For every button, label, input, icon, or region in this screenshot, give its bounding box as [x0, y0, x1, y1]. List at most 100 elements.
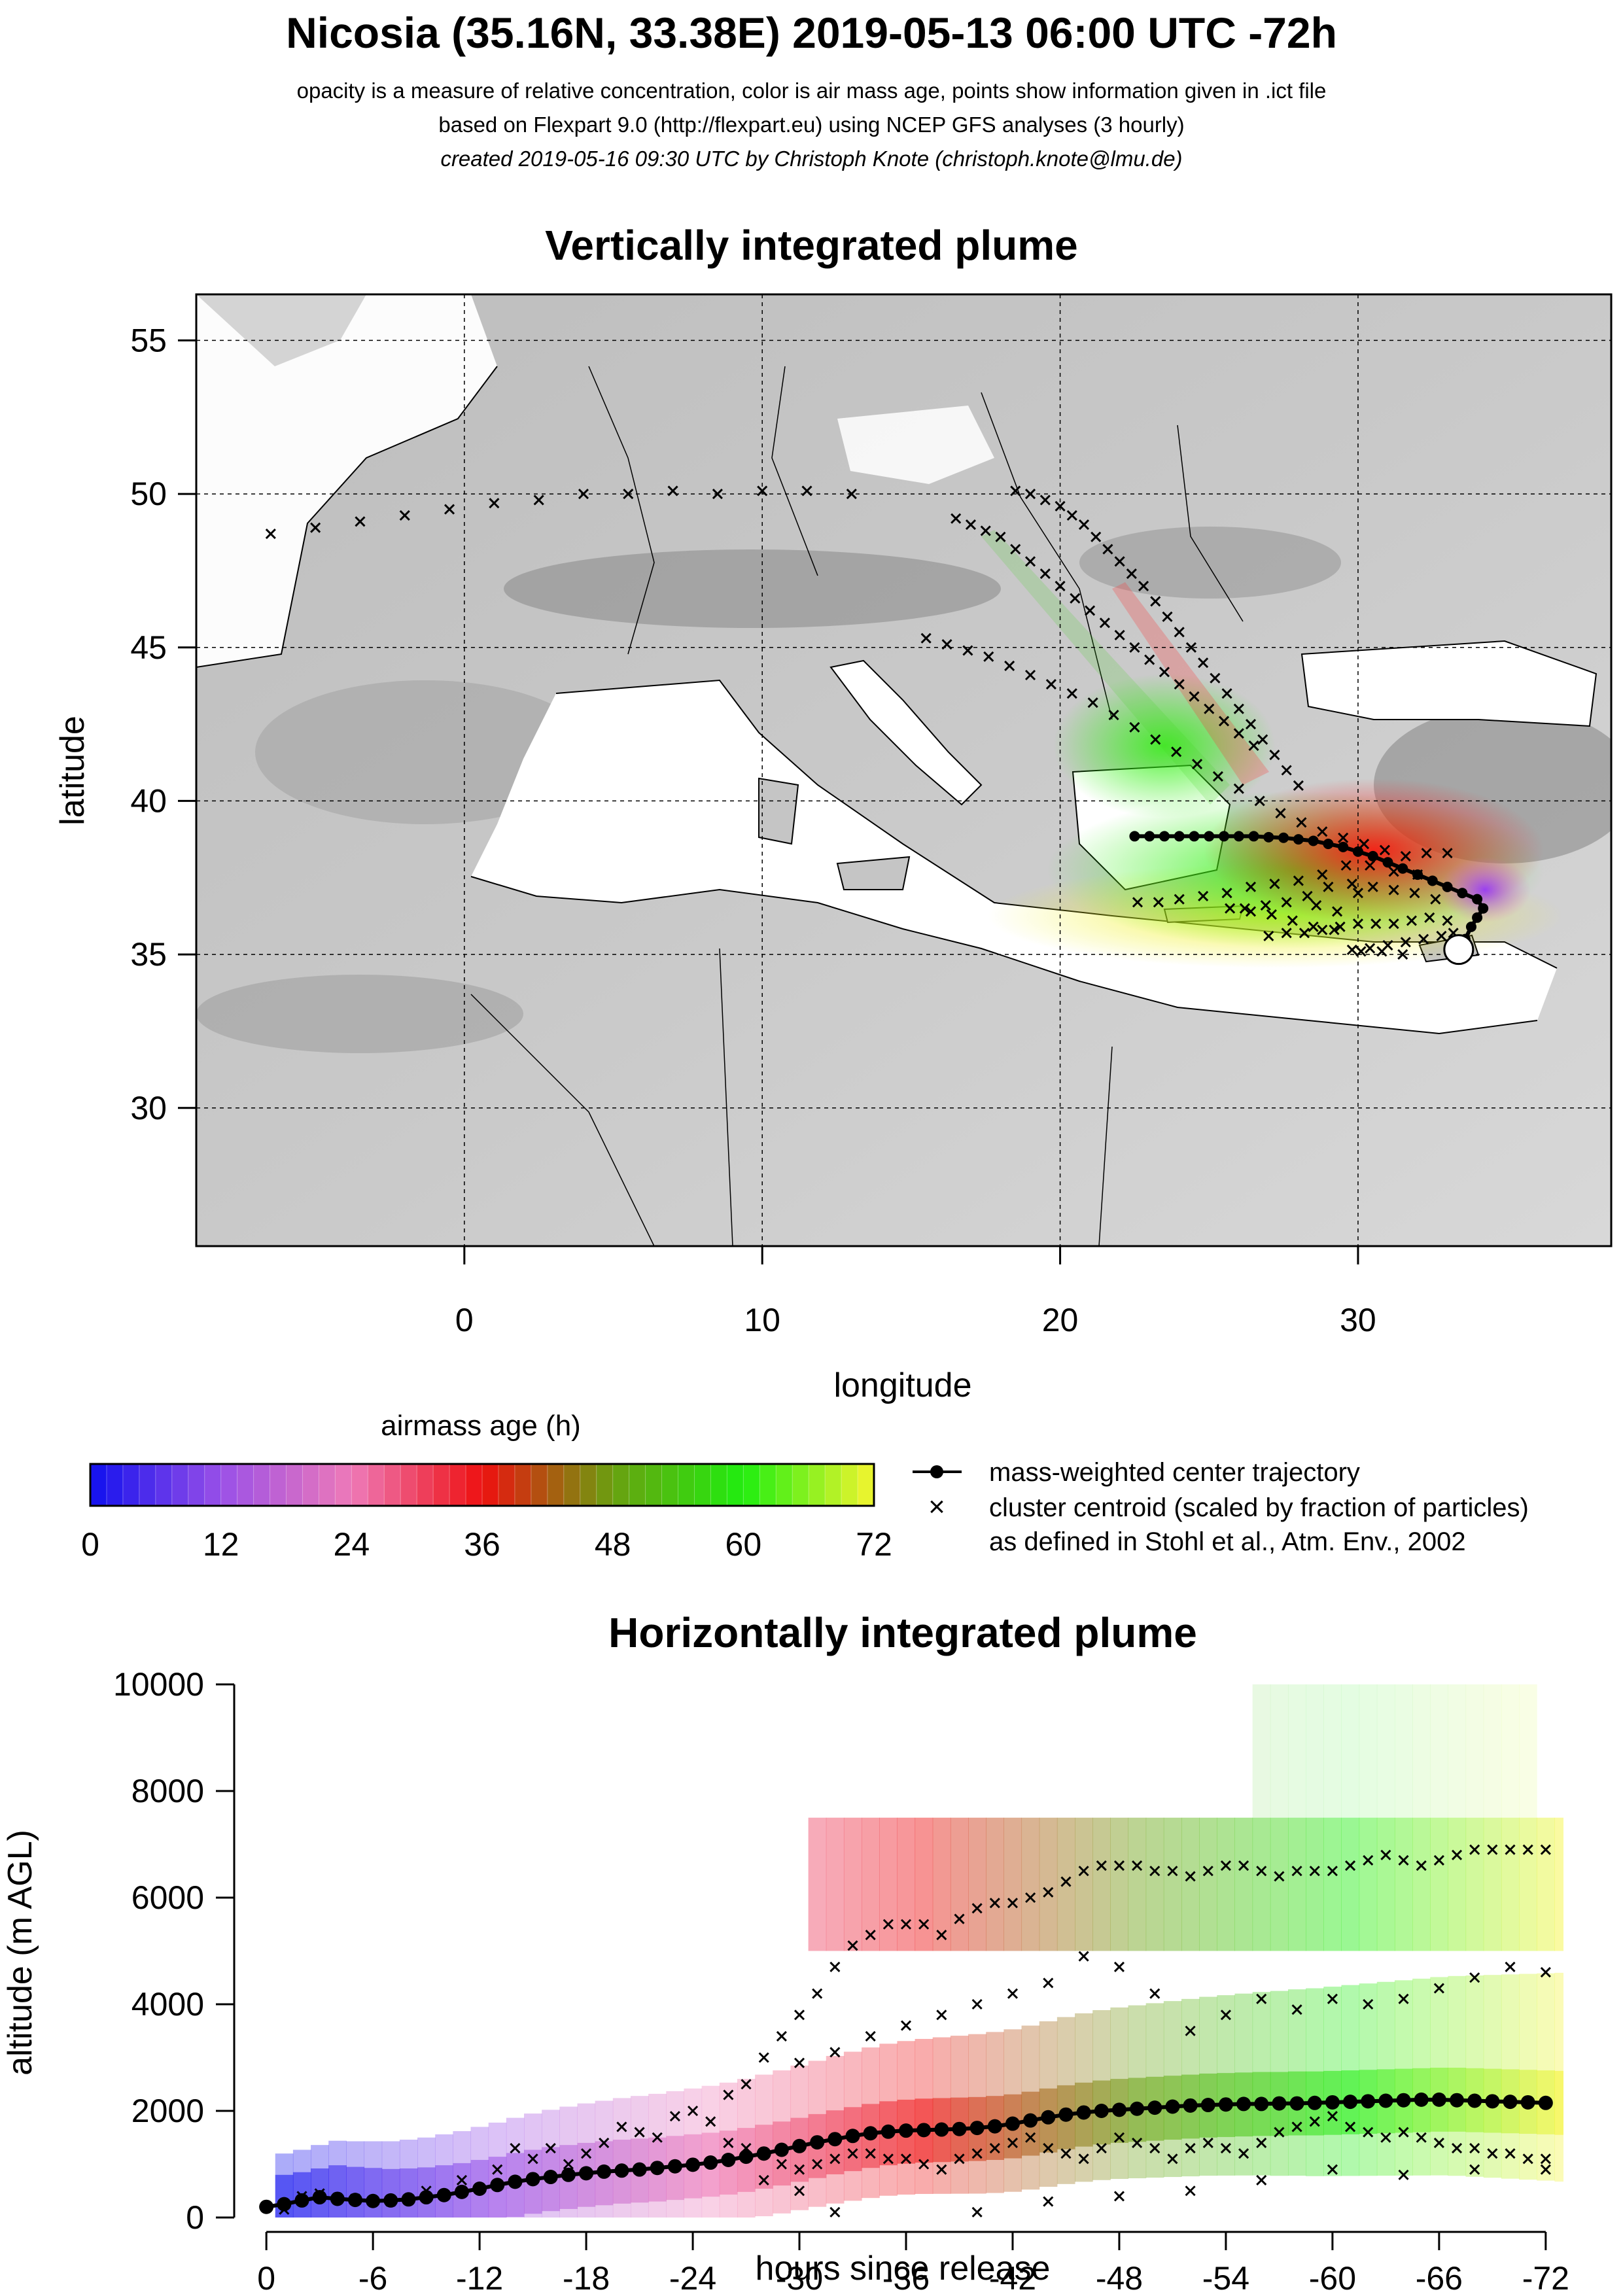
colorbar-segment — [563, 1463, 581, 1506]
colorbar-segment — [792, 1463, 810, 1506]
map-cluster-marker — [1346, 878, 1357, 890]
altitude-trajectory-point — [1485, 2094, 1500, 2109]
altitude-cluster-marker — [865, 2148, 876, 2159]
altitude-cluster-marker — [563, 2159, 574, 2170]
map-cluster-marker — [1221, 688, 1232, 699]
colorbar-segment — [629, 1463, 646, 1506]
map-x-tick-label: 0 — [455, 1302, 474, 1338]
colorbar-segment — [270, 1463, 287, 1506]
altitude-cluster-marker — [1487, 1844, 1498, 1855]
altitude-trajectory-point — [561, 2167, 576, 2182]
map-y-axis-label: latitude — [54, 716, 92, 826]
map-cluster-marker — [1311, 899, 1322, 911]
map-cluster-marker — [920, 633, 932, 644]
main-title: Nicosia (35.16N, 33.38E) 2019-05-13 06:0… — [286, 9, 1337, 57]
altitude-y-tick-label: 0 — [186, 2199, 204, 2236]
subtitle-credit: created 2019-05-16 09:30 UTC by Christop… — [440, 147, 1183, 171]
altitude-cluster-marker — [1220, 2142, 1231, 2154]
map-cluster-marker — [1400, 850, 1411, 861]
map-trajectory-point — [1382, 857, 1393, 868]
altitude-cluster-marker — [1540, 2164, 1551, 2175]
altitude-cluster-marker — [1433, 1983, 1444, 1994]
map-cluster-marker — [1263, 930, 1274, 942]
map-center-trajectory — [1129, 831, 1489, 955]
legend-line-label: mass-weighted center trajectory — [989, 1458, 1360, 1487]
map-cluster-marker — [1129, 642, 1140, 653]
map-cluster-marker — [1132, 897, 1143, 908]
map-cluster-marker — [310, 522, 321, 533]
map-cluster-marker — [1066, 688, 1077, 699]
altitude-plume-upper — [1092, 1817, 1111, 1951]
altitude-cluster-marker — [1487, 2148, 1498, 2159]
altitude-cluster-marker — [1043, 1977, 1054, 1989]
map-cluster-marker — [757, 485, 768, 496]
map-panel-title: Vertically integrated plume — [545, 222, 1078, 269]
altitude-cluster-marker — [652, 2132, 663, 2143]
altitude-plume-upper — [1483, 1817, 1502, 1951]
altitude-trajectory-point — [667, 2159, 682, 2174]
map-cluster-marker — [1335, 921, 1346, 932]
map-cluster-marker — [1338, 832, 1349, 843]
altitude-center-trajectory — [259, 2092, 1553, 2214]
map-cluster-marker — [1266, 909, 1277, 920]
altitude-cluster-marker — [1078, 1866, 1089, 1877]
colorbar-segment — [661, 1463, 679, 1506]
altitude-cluster-marker — [829, 1961, 841, 1973]
altitude-trajectory-point — [312, 2190, 327, 2205]
map-trajectory-point — [1338, 841, 1349, 852]
altitude-cluster-marker — [1167, 2153, 1178, 2165]
map-cluster-marker — [1352, 918, 1364, 930]
terrain-iberia — [255, 680, 595, 824]
colorbar-tick-label: 24 — [334, 1526, 370, 1563]
altitude-y-tick-label: 4000 — [131, 1986, 204, 2023]
altitude-cluster-marker — [723, 2137, 734, 2148]
altitude-plume-upper — [1287, 1817, 1306, 1951]
altitude-cluster-marker — [971, 1903, 983, 1914]
altitude-cluster-marker — [1433, 1854, 1444, 1866]
border-line-7 — [470, 994, 655, 1246]
map-cluster-marker — [1150, 734, 1161, 745]
map-cluster-marker — [1376, 946, 1387, 957]
map-cluster-marker — [578, 489, 589, 500]
altitude-plume-upper — [879, 1817, 898, 1951]
map-cluster-marker — [1317, 924, 1328, 935]
altitude-plume-top — [1306, 1684, 1324, 1818]
altitude-cluster-marker — [1274, 2127, 1285, 2138]
map-trajectory-point — [1427, 875, 1438, 886]
altitude-plume-core — [381, 2168, 400, 2218]
colorbar-segment — [367, 1463, 385, 1506]
altitude-x-tick-label: 0 — [257, 2260, 275, 2296]
altitude-trajectory-point — [863, 2126, 878, 2141]
map-trajectory-point — [1308, 835, 1319, 846]
colorbar-segment — [693, 1463, 712, 1506]
map-y-tick-label: 50 — [130, 476, 167, 512]
altitude-trajectory-point — [401, 2192, 416, 2207]
legend-cross-symbol: × — [928, 1491, 945, 1523]
coastline-adriatic — [829, 659, 983, 806]
altitude-trajectory-point — [1414, 2092, 1429, 2107]
altitude-plume-top — [1483, 1684, 1502, 1818]
colorbar-segment — [253, 1463, 271, 1506]
altitude-trajectory-point — [294, 2193, 309, 2208]
map-trajectory-point — [1323, 839, 1334, 850]
altitude-cluster-marker — [918, 2159, 930, 2170]
map-cluster-marker — [1153, 897, 1164, 908]
altitude-x-axis-label: hours since release — [756, 2250, 1051, 2287]
map-trajectory-point — [1263, 831, 1274, 843]
colorbar-segment — [531, 1463, 548, 1506]
altitude-cluster-marker — [1238, 1860, 1249, 1871]
map-cluster-marker — [1078, 519, 1090, 531]
map-trajectory-point — [1293, 834, 1304, 845]
map-cluster-marker — [1233, 728, 1244, 739]
map-x-tick-label: 20 — [1042, 1302, 1079, 1338]
altitude-plume-top — [1341, 1684, 1360, 1818]
altitude-trajectory-point — [1005, 2116, 1020, 2131]
map-y-tick-label: 45 — [130, 629, 167, 666]
map-trajectory-point — [1457, 888, 1468, 899]
map-cluster-marker — [1442, 848, 1453, 859]
colorbar-segment — [432, 1463, 451, 1506]
map-cluster-marker — [1245, 719, 1257, 730]
map-cluster-marker — [1233, 783, 1244, 794]
colorbar-segment — [514, 1463, 532, 1506]
map-cluster-marker — [1442, 915, 1453, 926]
